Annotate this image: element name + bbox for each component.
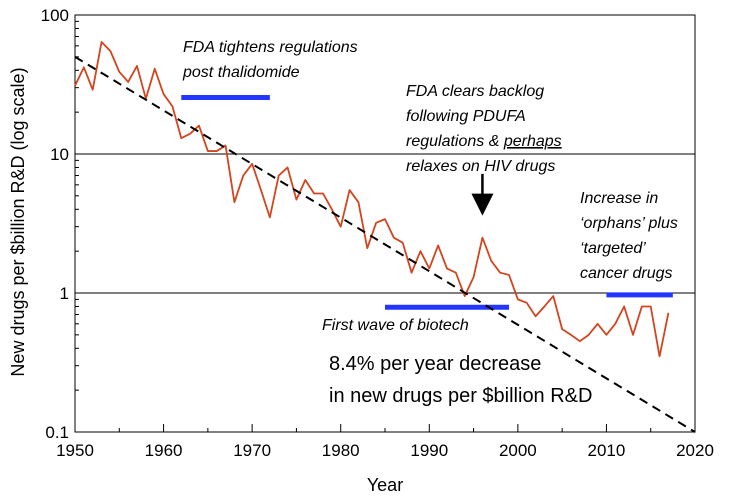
x-tick-label: 2010 [588, 441, 626, 460]
trend-line [74, 55, 696, 433]
x-tick-label: 1990 [410, 441, 448, 460]
annotation-decrease-line-1: 8.4% per year decrease [329, 353, 541, 375]
y-axis: 0.1 1 10 100 [41, 6, 83, 442]
annotation-thalidomide-line-2: post thalidomide [182, 64, 300, 81]
annotation-orphans-line-4: cancer drugs [580, 265, 673, 282]
y-tick-label: 1 [60, 284, 69, 303]
y-tick-label: 100 [41, 6, 69, 25]
x-tick-label: 2020 [676, 441, 714, 460]
x-tick-label: 1950 [56, 441, 94, 460]
arrow-head [471, 193, 494, 216]
x-tick-label: 2000 [499, 441, 537, 460]
annotation-thalidomide: FDA tightens regulations post thalidomid… [182, 39, 362, 81]
y-tick-label: 0.1 [45, 423, 69, 442]
y-axis-title: New drugs per $billion R&D (log scale) [8, 67, 28, 376]
annotation-orphans: Increase in ‘orphans’ plus ‘targeted’ ca… [580, 190, 682, 282]
annotation-biotech: First wave of biotech [322, 317, 469, 334]
x-tick-label: 1980 [322, 441, 360, 460]
y-tick-label: 10 [50, 145, 69, 164]
annotation-pdufa-underlined-word: perhaps [503, 133, 562, 150]
annotation-decrease-line-2: in new drugs per $billion R&D [329, 385, 592, 407]
annotation-arrow [471, 173, 494, 216]
annotation-pdufa-line-1: FDA clears backlog [406, 83, 544, 100]
series-group [74, 41, 696, 433]
annotation-thalidomide-line-1: FDA tightens regulations [183, 39, 358, 56]
annotation-orphans-line-3: ‘targeted’ [580, 240, 646, 257]
x-tick-label: 1960 [145, 441, 183, 460]
annotation-orphans-line-2: ‘orphans’ plus [580, 215, 678, 232]
annotation-pdufa-line-2: following PDUFA [406, 108, 525, 125]
gridlines [75, 153, 695, 294]
x-axis-title: Year [367, 475, 403, 495]
annotation-orphans-line-1: Increase in [580, 190, 658, 207]
annotation-decrease-rate: 8.4% per year decrease in new drugs per … [329, 353, 592, 407]
x-axis: 1950 1960 1970 1980 1990 2000 2010 2020 [56, 424, 714, 460]
annotation-pdufa-line-3: regulations & [406, 133, 504, 150]
annotation-pdufa: FDA clears backlog following PDUFA regul… [406, 83, 566, 175]
annotation-pdufa-line-4: relaxes on HIV drugs [406, 158, 555, 175]
x-tick-label: 1970 [233, 441, 271, 460]
